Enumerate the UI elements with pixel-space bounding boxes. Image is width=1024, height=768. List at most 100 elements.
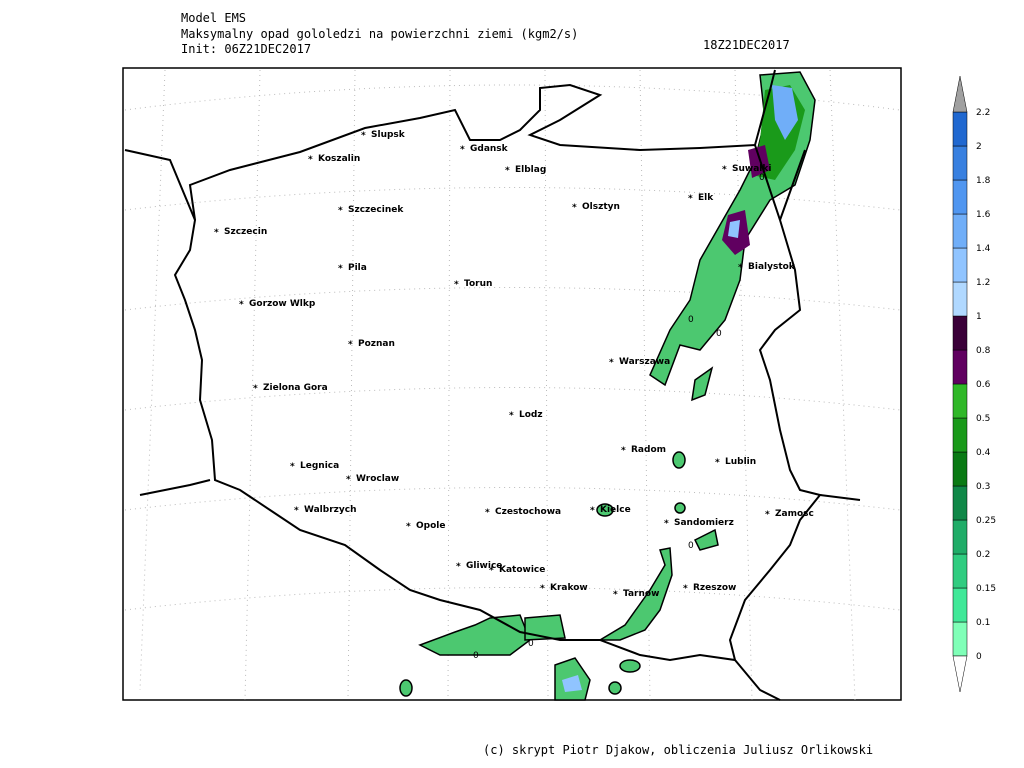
legend-over xyxy=(952,75,968,113)
poland-border xyxy=(173,83,822,662)
city-marker: * xyxy=(338,264,343,274)
valid-label: 18Z21DEC2017 xyxy=(703,38,790,52)
city-marker: * xyxy=(664,519,669,529)
legend-under xyxy=(952,655,968,693)
init-label: Init: 06Z21DEC2017 xyxy=(181,42,311,56)
legend-swatch xyxy=(952,553,968,589)
city-marker: * xyxy=(489,566,494,576)
contour-label: 0 xyxy=(528,639,534,649)
legend-label: 0.1 xyxy=(976,618,990,628)
city-label: Rzeszow xyxy=(693,583,736,593)
legend-label: 1.4 xyxy=(976,244,991,254)
city-label: Gdansk xyxy=(470,144,509,154)
city-marker: * xyxy=(454,280,459,290)
legend-label: 1.2 xyxy=(976,278,990,288)
city-label: Lublin xyxy=(725,457,756,467)
city-label: Wroclaw xyxy=(356,474,399,484)
city-label: Tarnow xyxy=(623,589,659,599)
legend-swatch xyxy=(952,587,968,623)
city-marker: * xyxy=(348,340,353,350)
legend-label: 2.2 xyxy=(976,108,990,118)
contour-label: 0 xyxy=(473,651,479,661)
city-label: Szczecin xyxy=(224,227,267,237)
city-marker: * xyxy=(294,506,299,516)
color-legend: 0 0.1 0.15 0.2 0.25 0.3 0.4 0.5 0.6 0.8 1 1.2 1.4 1.6… xyxy=(952,75,996,693)
legend-swatch xyxy=(952,179,968,215)
city-marker: * xyxy=(613,590,618,600)
neighbour-borders xyxy=(124,69,861,701)
legend-label: 0.3 xyxy=(976,482,990,492)
legend-label: 0.8 xyxy=(976,346,991,356)
legend-label: 1 xyxy=(976,312,982,322)
city-marker: * xyxy=(572,203,577,213)
contour-label: 0 xyxy=(688,541,694,551)
city-marker: * xyxy=(338,206,343,216)
graticule xyxy=(124,69,901,701)
legend-swatch xyxy=(952,417,968,453)
city-label: Slupsk xyxy=(371,130,406,140)
city-label: Kielce xyxy=(600,505,631,515)
city-marker: * xyxy=(683,584,688,594)
city-label: Lodz xyxy=(519,410,543,420)
city-marker: * xyxy=(722,165,727,175)
city-label: Zamosc xyxy=(775,509,814,519)
legend-swatch xyxy=(952,451,968,487)
city-marker: * xyxy=(540,584,545,594)
legend-label: 2 xyxy=(976,142,982,152)
city-marker: * xyxy=(485,508,490,518)
precipitation xyxy=(399,71,816,701)
city-marker: * xyxy=(505,166,510,176)
city-label: Walbrzych xyxy=(304,505,357,515)
city-marker: * xyxy=(308,155,313,165)
city-label: Legnica xyxy=(300,461,339,471)
legend-swatch xyxy=(952,315,968,351)
city-label: Poznan xyxy=(358,339,395,349)
city-label: Szczecinek xyxy=(348,205,404,215)
cities: * Slupsk * Koszalin * Gdansk * Elblag * Suwalki * S… xyxy=(214,130,814,600)
legend-swatch xyxy=(952,281,968,317)
city-label: Torun xyxy=(464,279,492,289)
city-marker: * xyxy=(715,458,720,468)
city-label: Elblag xyxy=(515,165,546,175)
city-marker: * xyxy=(609,358,614,368)
city-marker: * xyxy=(738,263,743,273)
legend-label: 0.4 xyxy=(976,448,991,458)
model-label: Model EMS xyxy=(181,11,246,25)
city-marker: * xyxy=(361,131,366,141)
city-label: Katowice xyxy=(499,565,545,575)
legend-swatch xyxy=(952,383,968,419)
legend-swatch xyxy=(952,485,968,521)
legend-swatch xyxy=(952,621,968,657)
legend-swatch xyxy=(952,247,968,283)
city-marker: * xyxy=(346,475,351,485)
contour-label: 0 xyxy=(688,315,694,325)
city-marker: * xyxy=(688,194,693,204)
city-label: Opole xyxy=(416,521,445,531)
legend-swatch xyxy=(952,111,968,147)
city-label: Warszawa xyxy=(619,357,670,367)
city-label: Zielona Gora xyxy=(263,383,328,393)
legend-label: 0.2 xyxy=(976,550,990,560)
map-title: Maksymalny opad gololedzi na powierzchni… xyxy=(181,27,578,41)
contour-label: 0 xyxy=(759,173,765,183)
city-marker: * xyxy=(406,522,411,532)
city-marker: * xyxy=(460,145,465,155)
legend-swatch xyxy=(952,213,968,249)
legend-label: 0 xyxy=(976,652,982,662)
city-marker: * xyxy=(509,411,514,421)
legend-label: 1.8 xyxy=(976,176,991,186)
legend-swatch xyxy=(952,145,968,181)
contour-labels: 0 0 0 0 0 0 xyxy=(473,173,765,661)
city-label: Koszalin xyxy=(318,154,360,164)
contour-label: 0 xyxy=(716,329,722,339)
city-label: Suwalki xyxy=(732,164,771,174)
city-marker: * xyxy=(239,300,244,310)
legend-label: 0.5 xyxy=(976,414,990,424)
city-marker: * xyxy=(253,384,258,394)
city-marker: * xyxy=(765,510,770,520)
city-label: Czestochowa xyxy=(495,507,561,517)
city-marker: * xyxy=(621,446,626,456)
map-area xyxy=(122,67,902,701)
legend-label: 0.6 xyxy=(976,380,991,390)
